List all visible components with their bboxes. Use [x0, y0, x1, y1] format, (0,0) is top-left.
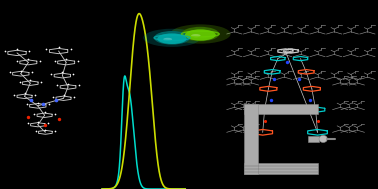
Point [33, 129, 39, 132]
Point [68, 48, 74, 51]
Point [18, 69, 24, 72]
Ellipse shape [181, 27, 219, 41]
Point [314, 119, 321, 122]
Point [40, 102, 46, 105]
Point [17, 80, 23, 83]
Point [54, 84, 60, 87]
Point [32, 93, 38, 96]
Bar [308, 136, 319, 142]
Ellipse shape [143, 29, 201, 47]
Point [307, 99, 313, 102]
Point [52, 112, 58, 115]
Ellipse shape [170, 24, 231, 44]
Point [63, 57, 69, 60]
Point [28, 99, 34, 102]
Point [296, 78, 302, 81]
Point [53, 99, 59, 102]
Point [7, 71, 13, 74]
Point [50, 95, 56, 98]
Point [25, 57, 31, 60]
Point [262, 119, 268, 122]
Point [29, 71, 35, 74]
Point [11, 93, 17, 96]
Point [76, 84, 82, 87]
Point [70, 73, 76, 76]
Ellipse shape [163, 38, 172, 41]
Point [74, 59, 81, 62]
Ellipse shape [191, 34, 200, 37]
Point [43, 48, 49, 51]
Bar [244, 104, 258, 174]
Point [284, 61, 290, 64]
Bar [244, 104, 318, 114]
Point [46, 103, 52, 106]
Point [65, 82, 71, 85]
Point [271, 78, 277, 81]
Point [56, 46, 62, 49]
Point [2, 50, 8, 53]
Point [27, 79, 33, 82]
Bar [244, 163, 318, 174]
Point [45, 122, 51, 125]
Point [26, 50, 33, 53]
Point [22, 92, 28, 95]
Point [24, 103, 30, 106]
Ellipse shape [154, 31, 190, 45]
Point [71, 95, 77, 98]
Point [48, 73, 54, 76]
Point [60, 94, 67, 97]
Ellipse shape [185, 29, 216, 41]
Point [42, 111, 48, 114]
Ellipse shape [319, 135, 327, 143]
Point [14, 59, 20, 62]
Point [52, 129, 58, 132]
Point [42, 123, 48, 126]
Point [52, 59, 58, 62]
Point [268, 99, 274, 102]
Point [37, 59, 43, 62]
Point [35, 120, 41, 123]
Point [42, 128, 48, 131]
Point [31, 112, 37, 115]
Point [14, 48, 20, 51]
Point [38, 80, 44, 83]
Point [25, 122, 31, 125]
Point [25, 116, 31, 119]
Point [56, 118, 62, 121]
Point [35, 101, 41, 104]
Point [59, 71, 65, 74]
Ellipse shape [157, 33, 187, 44]
